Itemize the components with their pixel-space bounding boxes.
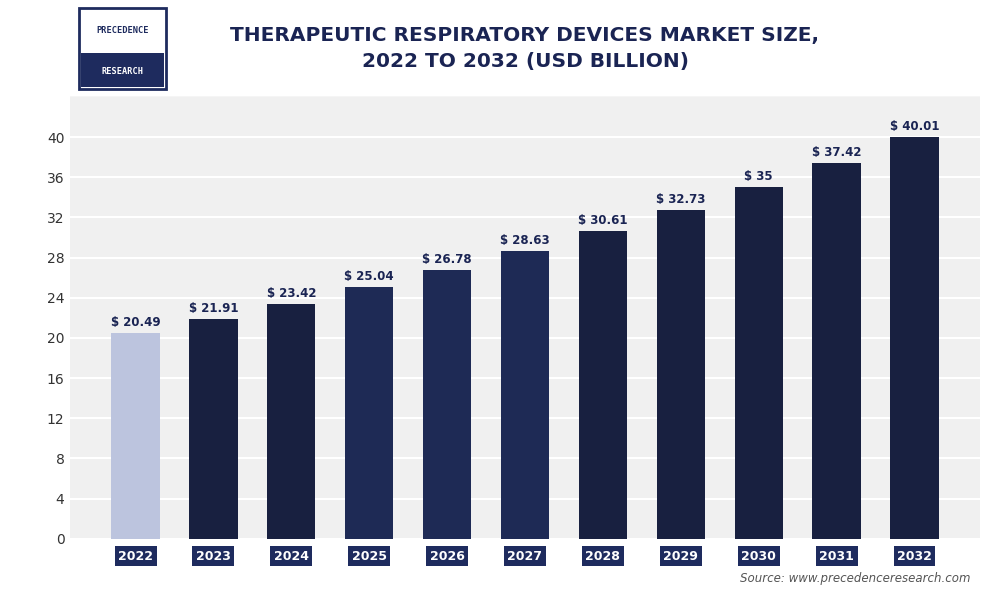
Text: $ 32.73: $ 32.73 bbox=[656, 193, 705, 206]
Text: $ 20.49: $ 20.49 bbox=[111, 316, 160, 329]
Text: $ 21.91: $ 21.91 bbox=[189, 302, 238, 315]
Text: 2031: 2031 bbox=[819, 550, 854, 563]
Bar bbox=[189, 318, 238, 539]
Text: 2028: 2028 bbox=[585, 550, 620, 563]
Bar bbox=[501, 251, 549, 539]
Text: $ 30.61: $ 30.61 bbox=[578, 214, 628, 227]
Text: 2026: 2026 bbox=[430, 550, 465, 563]
Bar bbox=[345, 287, 393, 539]
Text: 2029: 2029 bbox=[663, 550, 698, 563]
Text: $ 37.42: $ 37.42 bbox=[812, 146, 861, 159]
Bar bbox=[579, 231, 627, 539]
FancyBboxPatch shape bbox=[81, 53, 164, 87]
Text: Source: www.precedenceresearch.com: Source: www.precedenceresearch.com bbox=[740, 572, 970, 585]
Text: $ 40.01: $ 40.01 bbox=[890, 120, 939, 133]
Bar bbox=[890, 137, 939, 539]
Text: RESEARCH: RESEARCH bbox=[101, 67, 143, 76]
Text: $ 23.42: $ 23.42 bbox=[267, 287, 316, 300]
Text: $ 25.04: $ 25.04 bbox=[344, 271, 394, 284]
Text: $ 35: $ 35 bbox=[744, 170, 773, 184]
Bar bbox=[423, 270, 471, 539]
Text: $ 28.63: $ 28.63 bbox=[500, 234, 550, 247]
Text: 2030: 2030 bbox=[741, 550, 776, 563]
Bar bbox=[657, 210, 705, 539]
Text: 2032: 2032 bbox=[897, 550, 932, 563]
FancyBboxPatch shape bbox=[79, 8, 166, 89]
Text: 2023: 2023 bbox=[196, 550, 231, 563]
Text: 2022: 2022 bbox=[118, 550, 153, 563]
Text: 2025: 2025 bbox=[352, 550, 387, 563]
Bar bbox=[267, 304, 315, 539]
Text: $ 26.78: $ 26.78 bbox=[422, 253, 472, 266]
Bar bbox=[735, 187, 783, 539]
Bar bbox=[812, 163, 861, 539]
Bar bbox=[111, 333, 160, 539]
Text: 2024: 2024 bbox=[274, 550, 309, 563]
Text: 2027: 2027 bbox=[508, 550, 542, 563]
Text: PRECEDENCE: PRECEDENCE bbox=[96, 26, 149, 35]
Text: THERAPEUTIC RESPIRATORY DEVICES MARKET SIZE,
2022 TO 2032 (USD BILLION): THERAPEUTIC RESPIRATORY DEVICES MARKET S… bbox=[230, 25, 820, 71]
